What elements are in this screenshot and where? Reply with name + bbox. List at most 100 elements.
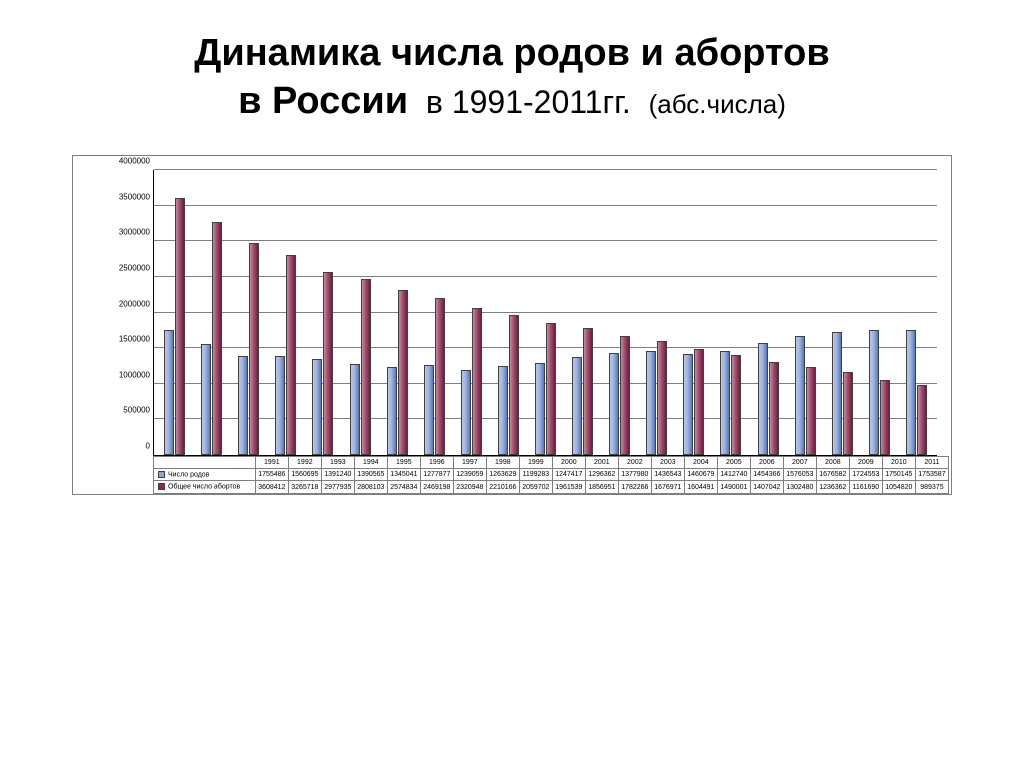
bar-abortions	[583, 328, 593, 455]
year-header: 2011	[915, 457, 948, 469]
year-header: 2004	[684, 457, 717, 469]
legend-swatch	[158, 471, 165, 478]
bar-abortions	[694, 349, 704, 455]
bar-births	[387, 367, 397, 455]
y-tick-label: 2500000	[119, 263, 154, 272]
data-cell: 1247417	[552, 469, 585, 481]
year-header: 2008	[816, 457, 849, 469]
data-cell: 1454366	[750, 469, 783, 481]
year-group	[453, 170, 490, 455]
bar-abortions	[509, 315, 519, 455]
data-cell: 1490001	[717, 481, 750, 493]
data-cell: 1345041	[387, 469, 420, 481]
data-cell: 1676971	[651, 481, 684, 493]
bar-abortions	[472, 308, 482, 455]
year-header: 2007	[783, 457, 816, 469]
data-cell: 1239059	[453, 469, 486, 481]
bar-abortions	[917, 385, 927, 455]
year-group	[527, 170, 564, 455]
data-cell: 1377980	[618, 469, 651, 481]
year-header: 2005	[717, 457, 750, 469]
year-group	[490, 170, 527, 455]
data-cell: 1391240	[321, 469, 354, 481]
year-header: 1995	[387, 457, 420, 469]
data-cell: 1161690	[849, 481, 882, 493]
bar-births	[683, 354, 693, 455]
row-header: Общее число абортов	[154, 481, 256, 493]
data-table-wrap: 1991199219931994199519961997199819992000…	[73, 456, 951, 494]
y-tick-label: 3000000	[119, 228, 154, 237]
bar-births	[275, 356, 285, 455]
year-group	[601, 170, 638, 455]
title-line-1: Динамика числа родов и абортов	[50, 30, 974, 78]
year-group	[638, 170, 675, 455]
bar-abortions	[286, 255, 296, 455]
year-header: 1997	[453, 457, 486, 469]
year-group	[304, 170, 341, 455]
bar-abortions	[398, 290, 408, 455]
data-cell: 989375	[915, 481, 948, 493]
year-header: 2006	[750, 457, 783, 469]
year-header: 2009	[849, 457, 882, 469]
data-cell: 2977935	[321, 481, 354, 493]
data-cell: 1961539	[552, 481, 585, 493]
data-cell: 1302480	[783, 481, 816, 493]
data-cell: 1753587	[915, 469, 948, 481]
data-cell: 1412740	[717, 469, 750, 481]
data-cell: 2469198	[420, 481, 453, 493]
bar-abortions	[546, 323, 556, 455]
plot-inner: 0500000100000015000002000000250000030000…	[153, 170, 937, 456]
year-group	[898, 170, 935, 455]
slide: Динамика числа родов и абортов в России …	[0, 0, 1024, 768]
bar-births	[350, 364, 360, 455]
chart-container: 0500000100000015000002000000250000030000…	[72, 155, 952, 495]
year-header: 2001	[585, 457, 618, 469]
bar-births	[535, 363, 545, 455]
bar-abortions	[657, 341, 667, 455]
bar-births	[498, 366, 508, 455]
data-cell: 1724553	[849, 469, 882, 481]
year-group	[193, 170, 230, 455]
year-header: 1991	[255, 457, 288, 469]
bar-births	[238, 356, 248, 455]
data-cell: 1576053	[783, 469, 816, 481]
bar-births	[795, 336, 805, 455]
data-cell: 1236362	[816, 481, 849, 493]
year-group	[750, 170, 787, 455]
year-header: 1996	[420, 457, 453, 469]
data-cell: 1390565	[354, 469, 387, 481]
y-tick-label: 1500000	[119, 335, 154, 344]
bar-abortions	[880, 380, 890, 455]
data-cell: 1460679	[684, 469, 717, 481]
data-cell: 1277877	[420, 469, 453, 481]
bar-births	[201, 344, 211, 455]
data-cell: 1407042	[750, 481, 783, 493]
data-cell: 3608412	[255, 481, 288, 493]
bar-abortions	[361, 279, 371, 455]
year-header: 1993	[321, 457, 354, 469]
year-header: 2003	[651, 457, 684, 469]
year-group	[156, 170, 193, 455]
year-group	[341, 170, 378, 455]
bar-births	[646, 351, 656, 455]
bar-abortions	[212, 222, 222, 455]
year-header: 1992	[288, 457, 321, 469]
data-cell: 2574834	[387, 481, 420, 493]
bar-births	[609, 353, 619, 455]
bar-births	[869, 330, 879, 455]
data-cell: 1436543	[651, 469, 684, 481]
data-cell: 1755486	[255, 469, 288, 481]
bar-abortions	[435, 298, 445, 455]
y-tick-label: 2000000	[119, 299, 154, 308]
bar-births	[312, 359, 322, 455]
bar-abortions	[175, 198, 185, 455]
data-cell: 1604491	[684, 481, 717, 493]
bar-abortions	[806, 367, 816, 455]
year-group	[787, 170, 824, 455]
data-cell: 1054820	[882, 481, 915, 493]
title-line-2: в России в 1991-2011гг. (абс.числа)	[50, 78, 974, 126]
year-header: 2010	[882, 457, 915, 469]
plot-area: 0500000100000015000002000000250000030000…	[73, 156, 951, 456]
table-corner	[154, 457, 256, 469]
data-cell: 2808103	[354, 481, 387, 493]
